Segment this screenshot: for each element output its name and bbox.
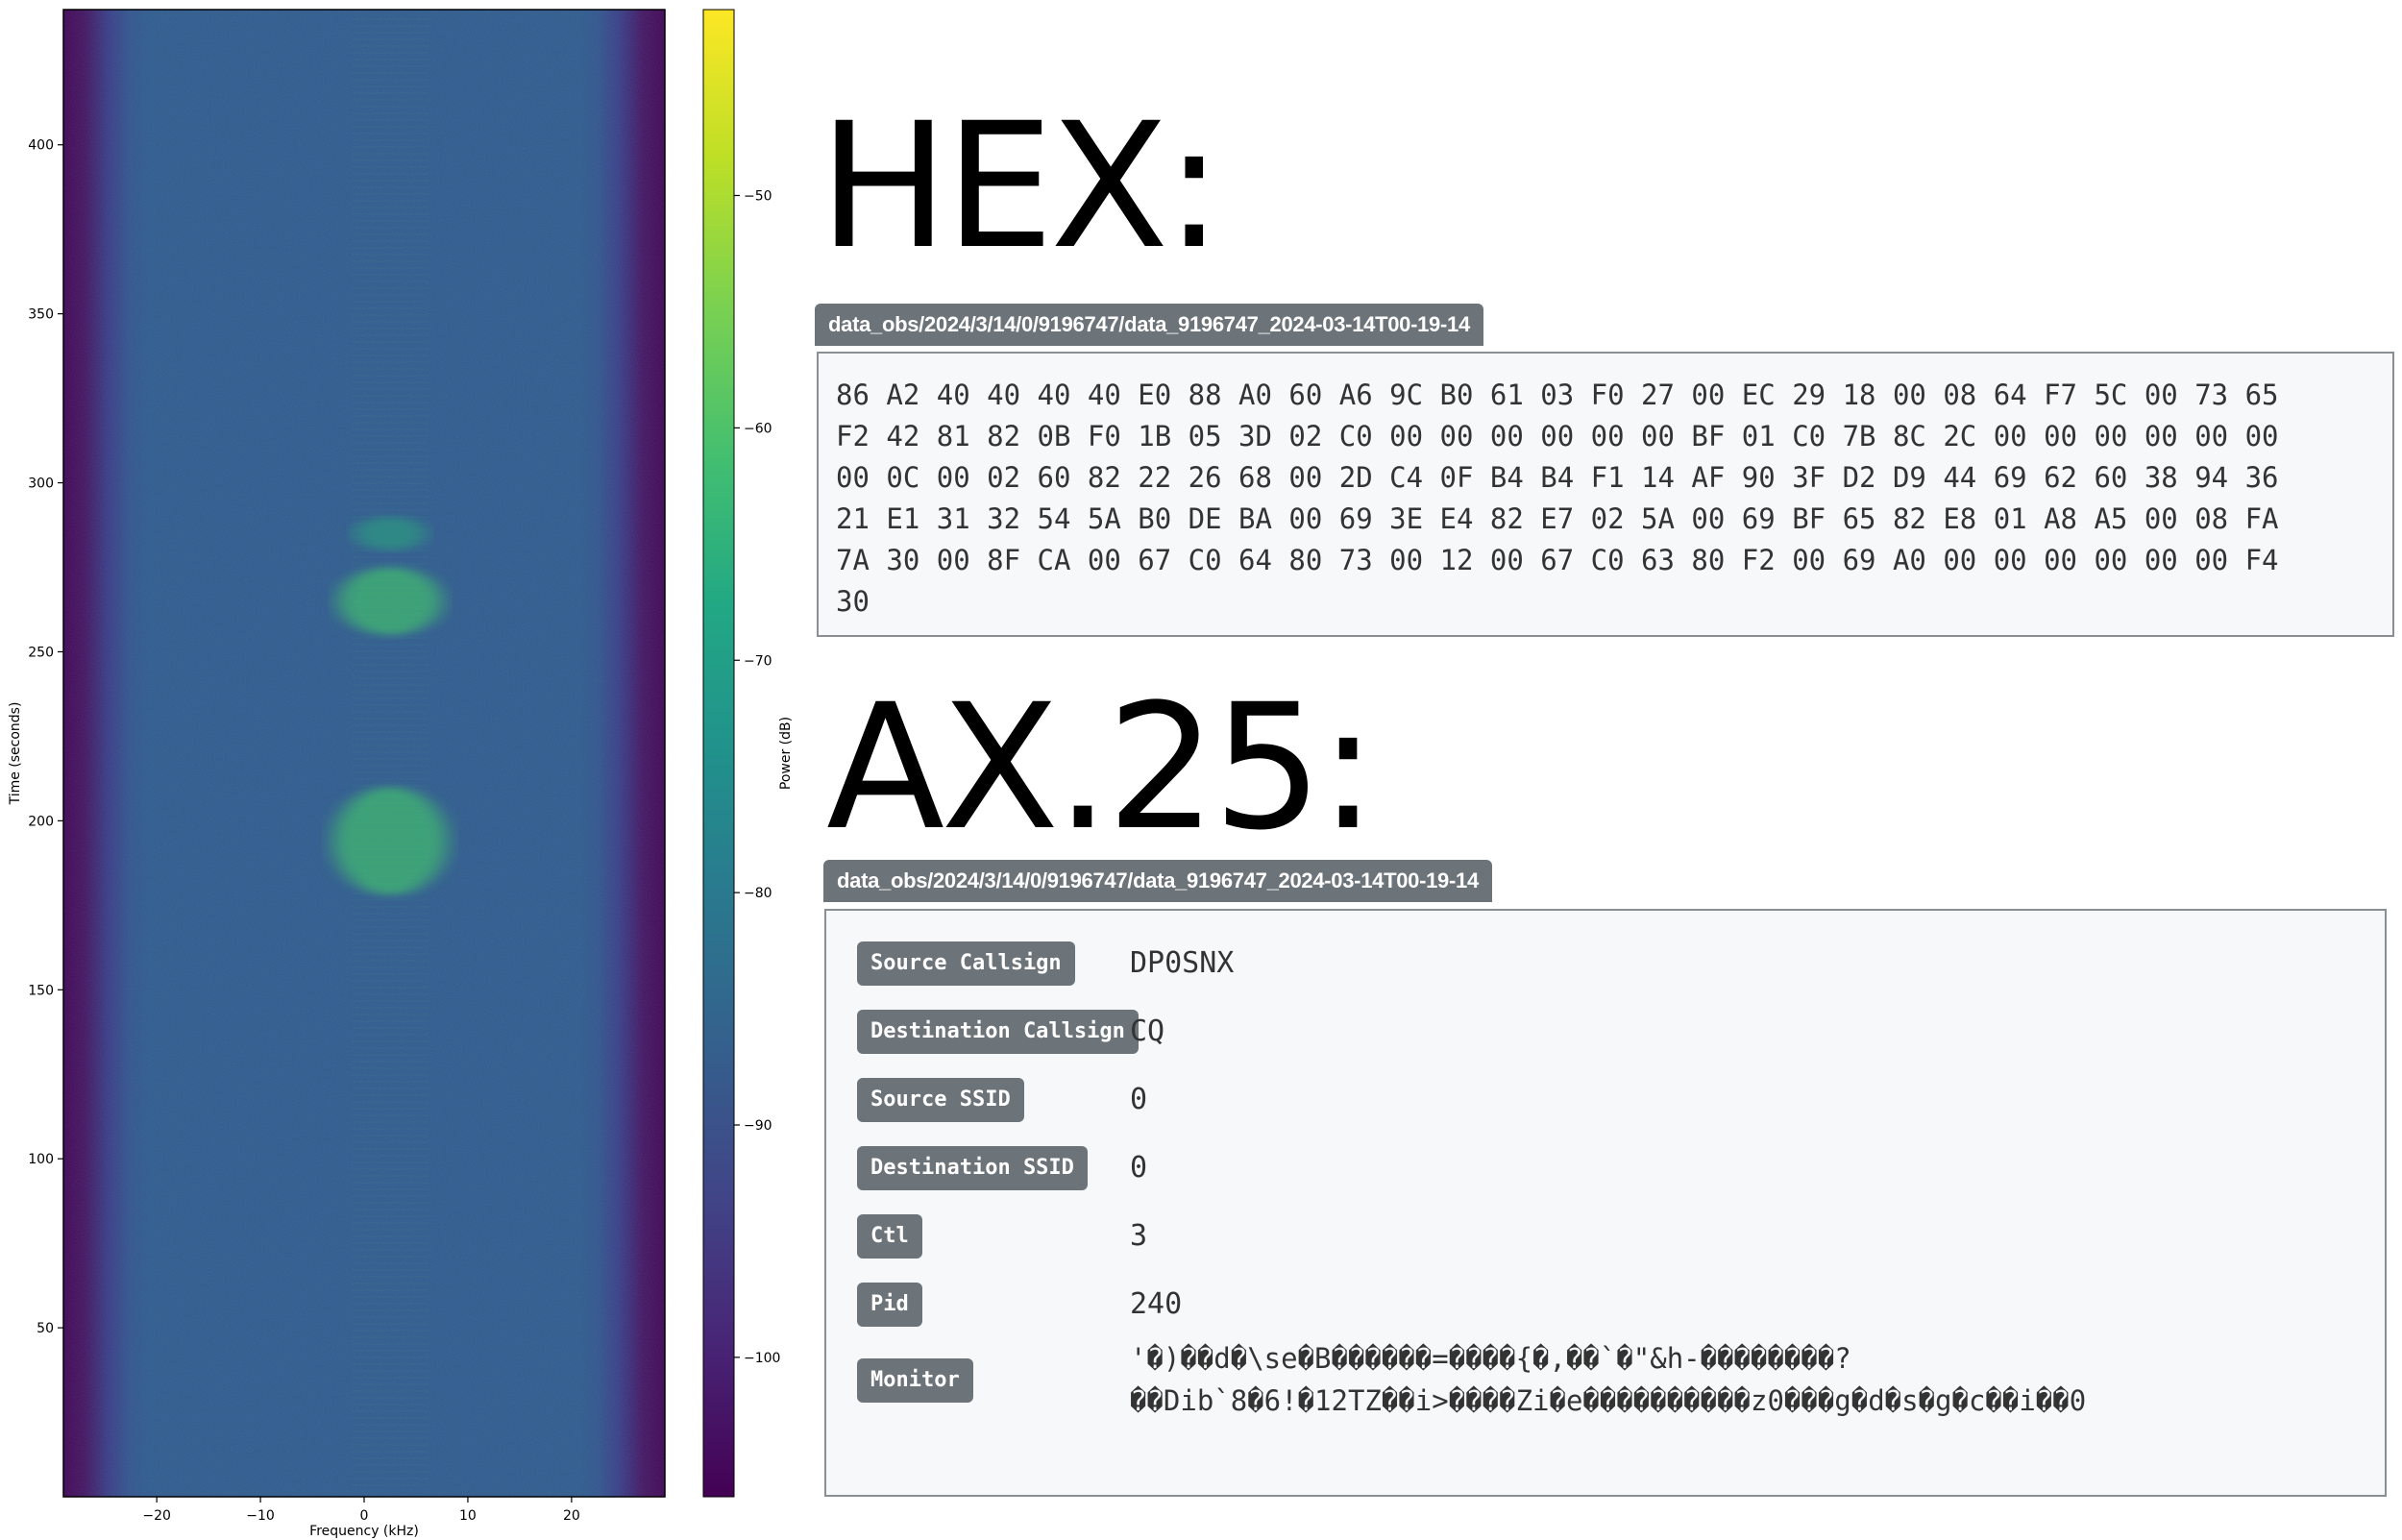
y-tick-label: 350 — [28, 307, 54, 323]
monitor-value-line-2: ��Dib`8�6!�12TZ��i>����Zi�e����������z0�… — [1130, 1384, 2087, 1417]
monitor-label-badge: Monitor — [857, 1358, 973, 1403]
hex-line: 30 — [836, 585, 870, 618]
field-value: 240 — [1130, 1287, 1183, 1321]
colorbar-tick-label: −70 — [744, 653, 772, 669]
colorbar-label: Power (dB) — [778, 717, 794, 790]
colorbar-tick-label: −50 — [744, 189, 772, 205]
colorbar-tick-label: −100 — [744, 1351, 780, 1366]
hex-dump-panel: 86 A2 40 40 40 40 E0 88 A0 60 A6 9C B0 6… — [817, 352, 2394, 637]
hex-file-path-tab[interactable]: data_obs/2024/3/14/0/9196747/data_919674… — [815, 304, 1483, 346]
monitor-value-line-1: '�)��d�\se�B������=����{�,��`�"&h-������… — [1130, 1342, 1851, 1375]
field-value: 3 — [1130, 1219, 1148, 1253]
colorbar-tick-label: −90 — [744, 1118, 772, 1134]
field-label-badge: Ctl — [857, 1214, 922, 1259]
x-tick-label: −20 — [142, 1508, 171, 1524]
y-axis-label: Time (seconds) — [8, 702, 23, 806]
hex-line: 21 E1 31 32 54 5A B0 DE BA 00 69 3E E4 8… — [836, 502, 2279, 535]
signal-bursts — [332, 516, 448, 895]
colorbar-axis: −50 −60 −70 −80 −90 −100 — [734, 189, 780, 1366]
y-axis: 50 100 150 200 250 300 350 400 — [28, 138, 63, 1336]
y-tick-label: 100 — [28, 1152, 54, 1167]
field-label-badge: Source Callsign — [857, 941, 1075, 986]
y-tick-label: 200 — [28, 814, 54, 829]
field-label-badge: Destination SSID — [857, 1146, 1088, 1190]
hex-heading: HEX: — [819, 86, 1223, 287]
field-value: 0 — [1130, 1083, 1148, 1116]
field-label-badge: Source SSID — [857, 1078, 1024, 1122]
y-tick-label: 300 — [28, 477, 54, 492]
colorbar — [702, 9, 735, 1498]
ax25-heading: AX.25: — [826, 668, 1377, 868]
field-label-badge: Pid — [857, 1283, 922, 1327]
colorbar-tick-label: −80 — [744, 886, 772, 901]
hex-dump-lines: 86 A2 40 40 40 40 E0 88 A0 60 A6 9C B0 6… — [836, 375, 2375, 623]
signal-burst — [338, 567, 442, 635]
x-axis: −20 −10 0 10 20 — [142, 1497, 580, 1524]
x-tick-label: 0 — [360, 1508, 369, 1524]
field-label-badge: Destination Callsign — [857, 1010, 1139, 1054]
field-value: DP0SNX — [1130, 946, 1235, 980]
x-tick-label: 10 — [459, 1508, 477, 1524]
y-tick-label: 50 — [37, 1321, 54, 1336]
x-tick-label: −10 — [246, 1508, 275, 1524]
hex-line: 00 0C 00 02 60 82 22 26 68 00 2D C4 0F B… — [836, 461, 2279, 494]
field-value: 0 — [1130, 1151, 1148, 1185]
colorbar-tick-label: −60 — [744, 421, 772, 436]
y-tick-label: 250 — [28, 645, 54, 660]
hex-line: 86 A2 40 40 40 40 E0 88 A0 60 A6 9C B0 6… — [836, 379, 2279, 411]
ax25-file-path-tab[interactable]: data_obs/2024/3/14/0/9196747/data_919674… — [823, 860, 1492, 902]
x-tick-label: 20 — [563, 1508, 580, 1524]
waterfall-spectrogram: −20 −10 0 10 20 50 100 150 200 250 300 350 400 Freq… — [0, 0, 797, 1540]
y-tick-label: 400 — [28, 138, 54, 154]
x-axis-label: Frequency (kHz) — [309, 1524, 419, 1539]
field-value: CQ — [1130, 1014, 1165, 1048]
hex-line: F2 42 81 82 0B F0 1B 05 3D 02 C0 00 00 0… — [836, 420, 2279, 452]
signal-burst — [354, 516, 427, 550]
hex-line: 7A 30 00 8F CA 00 67 C0 64 80 73 00 12 0… — [836, 544, 2279, 576]
y-tick-label: 150 — [28, 983, 54, 998]
signal-burst — [332, 787, 448, 895]
ax25-fields-panel: Source Callsign DP0SNX Destination Callsig… — [824, 909, 2387, 1497]
